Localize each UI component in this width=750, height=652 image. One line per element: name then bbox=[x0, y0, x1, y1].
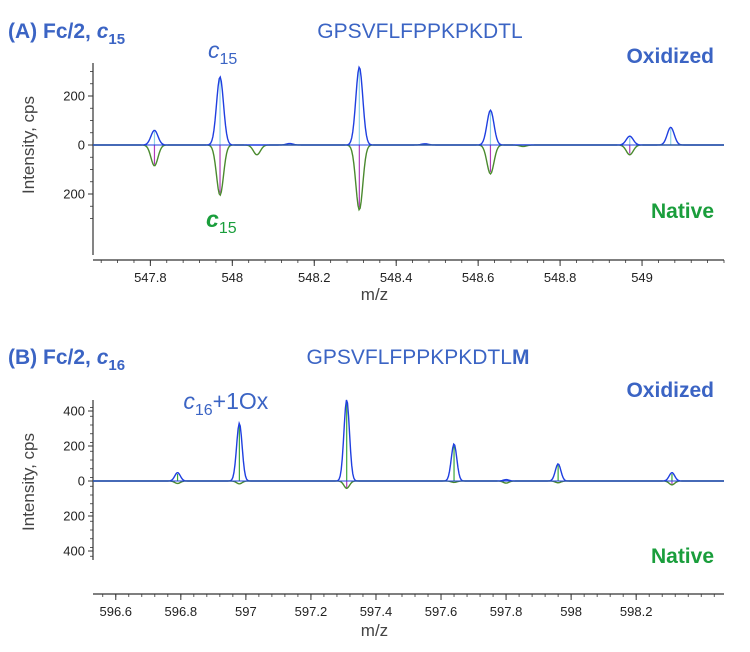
top-peak-ion: c bbox=[183, 388, 195, 414]
x-tick-label: 547.8 bbox=[134, 270, 167, 285]
x-tick-label: 597 bbox=[235, 604, 257, 619]
panel-ion-sub: 15 bbox=[108, 31, 125, 48]
y-axis-title: Intensity, cps bbox=[19, 433, 38, 531]
top-peak-ion: c bbox=[208, 37, 220, 63]
top-peak-suffix: +1Ox bbox=[213, 388, 269, 414]
peptide-sequence-mod: M bbox=[512, 346, 530, 369]
top-peak-sub: 16 bbox=[195, 402, 213, 419]
x-tick-label: 548.8 bbox=[544, 270, 577, 285]
x-tick-label: 597.6 bbox=[425, 604, 458, 619]
y-tick-label: 400 bbox=[63, 544, 85, 559]
x-tick-label: 597.4 bbox=[360, 604, 393, 619]
x-tick-label: 597.8 bbox=[490, 604, 523, 619]
native-trace bbox=[93, 480, 724, 490]
peptide-sequence: GPSVFLFPPKPKDTL bbox=[317, 20, 522, 43]
bottom-peak-ion: c bbox=[206, 206, 219, 232]
bottom-peak-sub: 15 bbox=[219, 220, 237, 237]
peptide-sequence-text: GPSVFLFPPKPKDTL bbox=[307, 346, 512, 369]
y-tick-label: 200 bbox=[63, 509, 85, 524]
x-tick-label: 596.6 bbox=[99, 604, 132, 619]
x-tick-label: 596.8 bbox=[165, 604, 198, 619]
y-axis-title: Intensity, cps bbox=[19, 96, 38, 194]
panel-label: (A) Fc/2, c15 bbox=[8, 20, 125, 48]
oxidized-tag: Oxidized bbox=[626, 45, 714, 68]
y-tick-label: 200 bbox=[63, 89, 85, 104]
y-tick-label: 0 bbox=[78, 138, 85, 153]
x-axis-title: m/z bbox=[361, 621, 388, 640]
x-tick-label: 598 bbox=[560, 604, 582, 619]
y-tick-label: 200 bbox=[63, 439, 85, 454]
x-tick-label: 548.2 bbox=[298, 270, 331, 285]
panel-label-text: (A) Fc/2, bbox=[8, 20, 97, 43]
native-trace bbox=[93, 144, 724, 212]
panel-b: (B) Fc/2, c16 GPSVFLFPPKPKDTLMOxidizedNat… bbox=[8, 346, 724, 640]
x-tick-label: 598.2 bbox=[620, 604, 653, 619]
y-tick-label: 400 bbox=[63, 404, 85, 419]
panel-label: (B) Fc/2, c16 bbox=[8, 346, 125, 374]
x-tick-label: 548.6 bbox=[462, 270, 495, 285]
x-tick-label: 597.2 bbox=[295, 604, 328, 619]
y-tick-label: 200 bbox=[63, 187, 85, 202]
top-peak-sub: 15 bbox=[220, 51, 238, 68]
top-peak-label: c16+1Ox bbox=[183, 388, 268, 419]
native-tag: Native bbox=[651, 545, 714, 568]
oxidized-tag: Oxidized bbox=[626, 379, 714, 402]
panel-ion: c bbox=[97, 346, 109, 369]
x-tick-label: 548.4 bbox=[380, 270, 413, 285]
bottom-peak-label: c15 bbox=[206, 206, 237, 237]
x-axis-title: m/z bbox=[361, 285, 388, 304]
oxidized-trace bbox=[93, 65, 724, 146]
top-peak-label: c15 bbox=[208, 37, 237, 68]
y-tick-label: 0 bbox=[78, 474, 85, 489]
panel-a: (A) Fc/2, c15 GPSVFLFPPKPKDTLOxidizedNati… bbox=[8, 20, 725, 304]
x-tick-label: 549 bbox=[631, 270, 653, 285]
x-tick-label: 548 bbox=[221, 270, 243, 285]
panel-label-text: (B) Fc/2, bbox=[8, 346, 97, 369]
native-tag: Native bbox=[651, 200, 714, 223]
peptide-sequence: GPSVFLFPPKPKDTLM bbox=[307, 346, 530, 369]
panel-ion-sub: 16 bbox=[108, 357, 125, 374]
panel-ion: c bbox=[97, 20, 109, 43]
peptide-sequence-text: GPSVFLFPPKPKDTL bbox=[317, 20, 522, 43]
